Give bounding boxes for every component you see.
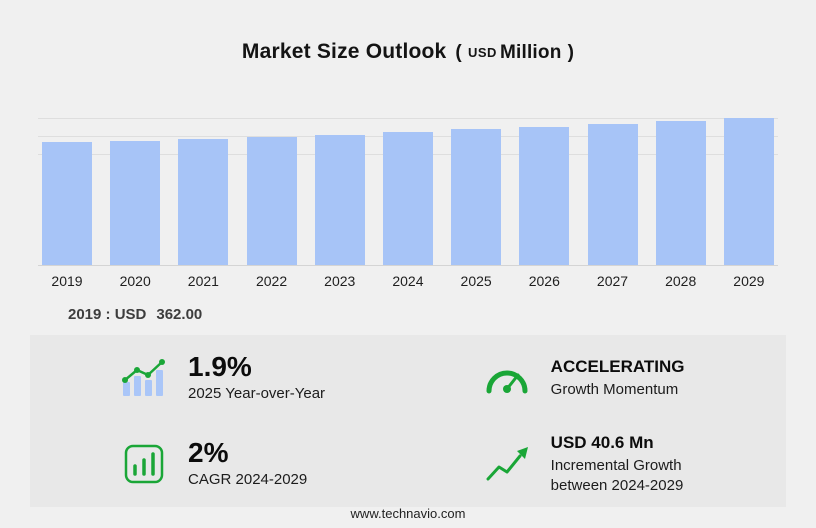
bar-column-2022: 2022 bbox=[246, 114, 297, 292]
bar-2024 bbox=[382, 132, 433, 265]
bar-column-2028: 2028 bbox=[655, 114, 706, 292]
bar-column-2021: 2021 bbox=[178, 114, 229, 292]
first-year-annotation: 2019 : USD 362.00 bbox=[68, 306, 816, 323]
x-tick-2021: 2021 bbox=[187, 273, 219, 289]
bar-2020 bbox=[110, 141, 161, 265]
bar-2028 bbox=[655, 121, 706, 265]
stat-text: USD 40.6 Mn Incremental Growth between 2… bbox=[551, 433, 723, 495]
bar-2027 bbox=[587, 124, 638, 265]
stat-momentum: ACCELERATING Growth Momentum bbox=[431, 335, 786, 421]
title-paren-open: ( bbox=[455, 42, 462, 63]
bar-2022 bbox=[246, 137, 297, 265]
stat-value-cagr: 2% bbox=[188, 437, 229, 469]
stat-label-momentum: Growth Momentum bbox=[550, 380, 679, 398]
bar-2023 bbox=[314, 135, 365, 265]
bar-2021 bbox=[178, 139, 229, 265]
x-tick-2022: 2022 bbox=[255, 273, 288, 289]
bar-column-2029: 2029 bbox=[723, 114, 774, 292]
bar-column-2026: 2026 bbox=[519, 114, 570, 292]
gridline bbox=[38, 118, 778, 119]
x-tick-2023: 2023 bbox=[324, 273, 356, 289]
annotation-label: 2019 : USD bbox=[68, 306, 147, 323]
annotation-value: 362.00 bbox=[156, 306, 203, 323]
bar-column-2020: 2020 bbox=[110, 114, 161, 292]
stat-value-incremental: USD 40.6 Mn bbox=[550, 432, 654, 452]
x-tick-2026: 2026 bbox=[528, 273, 560, 289]
bar-2025 bbox=[451, 129, 502, 265]
bar-column-2027: 2027 bbox=[587, 114, 638, 292]
bar-column-2025: 2025 bbox=[451, 114, 502, 292]
stat-text: 1.9% 2025 Year-over-Year bbox=[188, 352, 325, 404]
cagr-chart-icon bbox=[120, 444, 168, 484]
title-unit-currency: USD bbox=[468, 45, 497, 60]
stat-label-incremental: Incremental Growth between 2024-2029 bbox=[550, 457, 684, 494]
bar-2019 bbox=[42, 142, 92, 265]
title-unit-scale: Million bbox=[499, 42, 562, 63]
stat-value-yoy: 1.9% bbox=[188, 351, 252, 383]
stat-label-cagr: CAGR 2024-2029 bbox=[188, 471, 308, 489]
title-paren-close: ) bbox=[567, 42, 575, 63]
stats-panel: 1.9% 2025 Year-over-Year ACCELERATING Gr… bbox=[30, 335, 786, 507]
x-tick-2019: 2019 bbox=[51, 273, 83, 289]
title-unit: ( USD Million ) bbox=[455, 40, 574, 63]
stat-text: ACCELERATING Growth Momentum bbox=[551, 357, 685, 400]
x-tick-2025: 2025 bbox=[460, 273, 492, 289]
x-tick-2027: 2027 bbox=[596, 273, 629, 289]
x-tick-2028: 2028 bbox=[665, 273, 697, 289]
growth-arrow-icon bbox=[483, 445, 531, 483]
page-title: Market Size Outlook ( USD Million ) bbox=[0, 0, 816, 64]
x-tick-2029: 2029 bbox=[733, 273, 765, 289]
x-tick-2024: 2024 bbox=[392, 273, 424, 289]
stat-yoy: 1.9% 2025 Year-over-Year bbox=[30, 335, 431, 421]
trend-bars-icon bbox=[120, 358, 168, 398]
bar-2026 bbox=[519, 127, 570, 265]
x-tick-2020: 2020 bbox=[119, 273, 151, 289]
stat-value-momentum: ACCELERATING bbox=[550, 356, 685, 376]
market-size-bar-chart: 2019 2020 2021 2022 2023 2024 2025 2026 2027 2028… bbox=[38, 114, 778, 292]
x-axis-baseline bbox=[38, 265, 778, 266]
bar-column-2024: 2024 bbox=[382, 114, 433, 292]
bar-column-2023: 2023 bbox=[314, 114, 365, 292]
stat-incremental-growth: USD 40.6 Mn Incremental Growth between 2… bbox=[431, 421, 786, 507]
stat-label-yoy: 2025 Year-over-Year bbox=[188, 385, 326, 403]
title-main: Market Size Outlook bbox=[241, 40, 447, 63]
speedometer-icon bbox=[483, 360, 531, 396]
stat-text: 2% CAGR 2024-2029 bbox=[188, 438, 307, 490]
footer-url: www.technavio.com bbox=[350, 506, 466, 521]
stat-cagr: 2% CAGR 2024-2029 bbox=[30, 421, 431, 507]
bar-column-2019: 2019 bbox=[42, 114, 92, 292]
bar-2029 bbox=[723, 118, 774, 265]
bars-container: 2019 2020 2021 2022 2023 2024 2025 2026 2027 2028… bbox=[38, 114, 778, 292]
